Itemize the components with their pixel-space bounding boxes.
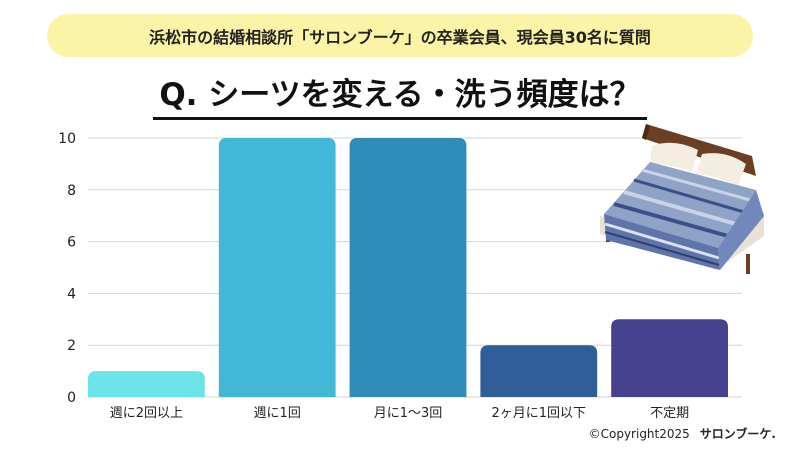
banner-text: 浜松市の結婚相談所「サロンブーケ」の卒業会員、現会員30名に質問 xyxy=(149,27,651,47)
y-tick-label: 0 xyxy=(67,390,76,406)
bed-illustration xyxy=(600,124,764,274)
question-heading: Q. シーツを変える・洗う頻度は？ xyxy=(0,76,800,120)
y-tick-label: 2 xyxy=(67,338,76,354)
x-tick-label: 週に1回 xyxy=(254,406,301,421)
x-tick-label: 2ヶ月に1回以下 xyxy=(492,406,587,421)
survey-banner: 浜松市の結婚相談所「サロンブーケ」の卒業会員、現会員30名に質問 xyxy=(47,14,753,57)
bar-2 xyxy=(218,138,336,397)
copyright-notice: ©Copyright2025 サロンブーケ. xyxy=(589,425,776,442)
y-axis-ticks: 0 2 4 6 8 10 xyxy=(58,131,76,406)
x-tick-label: 週に2回以上 xyxy=(110,406,183,421)
question-text: Q. シーツを変える・洗う頻度は？ xyxy=(153,76,647,120)
y-tick-label: 8 xyxy=(67,183,76,199)
bars xyxy=(88,138,728,397)
x-tick-label: 月に1～3回 xyxy=(374,406,443,421)
x-tick-label: 不定期 xyxy=(650,406,689,421)
x-axis-labels: 週に2回以上 週に1回 月に1～3回 2ヶ月に1回以下 不定期 xyxy=(110,406,689,421)
bar-3 xyxy=(349,138,467,397)
bar-1 xyxy=(88,371,205,397)
bar-5 xyxy=(611,319,728,397)
y-tick-label: 10 xyxy=(58,131,76,147)
brand-name: サロンブーケ. xyxy=(699,427,776,441)
bar-4 xyxy=(480,345,598,397)
copyright-text: ©Copyright2025 xyxy=(588,427,690,441)
y-tick-label: 6 xyxy=(67,235,76,251)
y-tick-label: 4 xyxy=(67,286,76,302)
